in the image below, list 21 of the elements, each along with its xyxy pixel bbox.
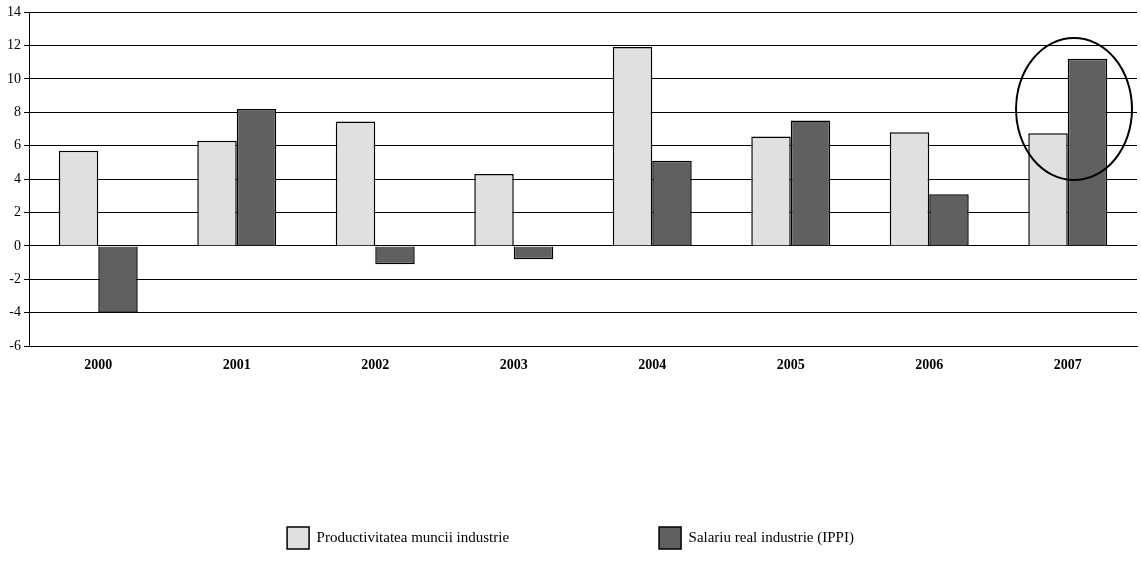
- x-tick-label: 2006: [915, 357, 944, 373]
- x-tick-label: 2003: [499, 357, 528, 373]
- x-tick-label: 2000: [84, 357, 113, 373]
- y-tick-label: 0: [14, 237, 21, 253]
- y-tick-label: -4: [9, 304, 21, 320]
- y-tick-label: 4: [14, 170, 21, 186]
- x-tick-label: 2007: [1053, 357, 1082, 373]
- y-tick-label: 8: [14, 103, 21, 119]
- y-tick-label: -6: [9, 337, 21, 353]
- x-tick-label: 2005: [776, 357, 805, 373]
- x-tick-label: 2001: [222, 357, 251, 373]
- legend-label: Productivitatea muncii industrie: [316, 528, 510, 545]
- x-tick-label: 2004: [638, 357, 667, 373]
- legend-label: Salariu real industrie (IPPI): [688, 528, 854, 546]
- y-tick-label: 6: [14, 137, 21, 153]
- y-tick-label: 12: [7, 37, 21, 53]
- y-tick-label: 2: [14, 204, 21, 220]
- y-tick-label: -2: [9, 271, 21, 287]
- x-tick-label: 2002: [361, 357, 390, 373]
- y-tick-label: 14: [7, 3, 21, 19]
- y-tick-label: 10: [7, 70, 21, 86]
